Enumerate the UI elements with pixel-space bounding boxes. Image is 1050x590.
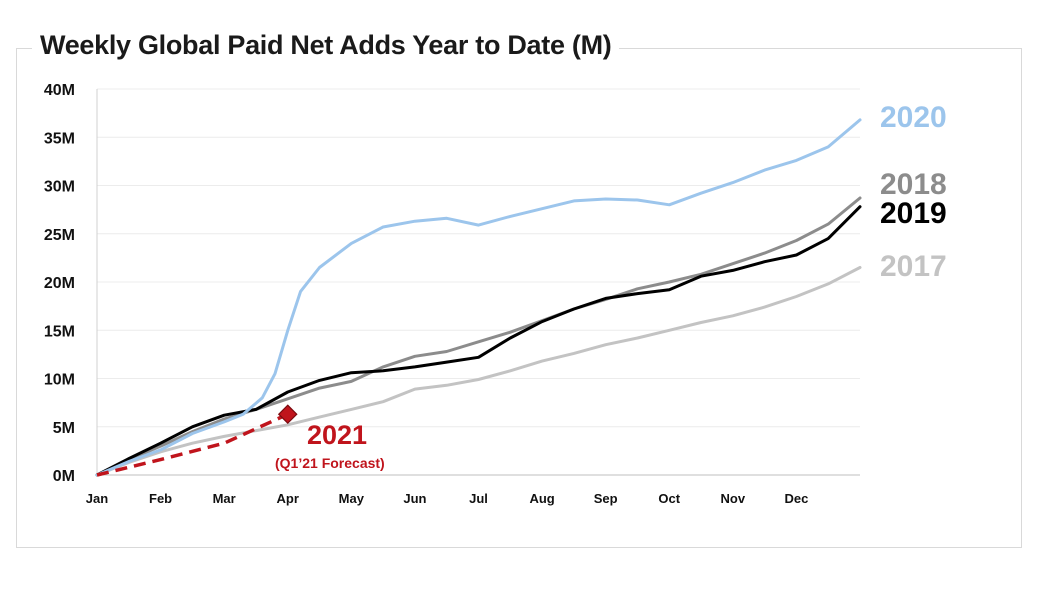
y-tick-label: 20M: [44, 275, 75, 292]
y-tick-label: 5M: [53, 420, 75, 437]
forecast-sublabel: (Q1’21 Forecast): [275, 455, 385, 471]
forecast-marker: [277, 404, 298, 425]
x-tick-label: Dec: [784, 491, 808, 506]
chart-title: Weekly Global Paid Net Adds Year to Date…: [32, 30, 620, 61]
x-tick-label: Mar: [213, 491, 236, 506]
y-tick-label: 40M: [44, 82, 75, 99]
axes: 0M 5M 10M 15M 20M 25M 30M 35M 40M Jan Feb Mar Apr May…: [44, 82, 860, 506]
x-tick-label: Sep: [594, 491, 618, 506]
x-tick-label: Jul: [469, 491, 488, 506]
x-tick-label: May: [339, 491, 365, 506]
series-label-2019: 2019: [880, 197, 947, 230]
series-label-2020: 2020: [880, 101, 947, 134]
series-line-2017: [95, 266, 862, 477]
series-label-2021: 2021: [307, 420, 367, 450]
markers: [277, 404, 298, 425]
gridlines: [97, 88, 860, 428]
y-tick-label: 10M: [44, 372, 75, 389]
y-tick-label: 25M: [44, 227, 75, 244]
series-labels: 2020 2018 2019 2017 2021 (Q1’21 Forecast…: [275, 101, 947, 471]
series-line-2020: [95, 118, 862, 477]
series-line-2018: [95, 196, 862, 477]
x-tick-label: Nov: [721, 491, 746, 506]
x-tick-label: Oct: [658, 491, 680, 506]
x-tick-label: Feb: [149, 491, 172, 506]
x-tick-label: Jan: [86, 491, 108, 506]
series-line-2019: [95, 205, 862, 477]
series-label-2017: 2017: [880, 250, 947, 283]
x-tick-label: Jun: [403, 491, 426, 506]
series-line-2021: [96, 412, 289, 477]
series-label-2018: 2018: [880, 168, 947, 201]
y-tick-label: 30M: [44, 179, 75, 196]
y-tick-label: 0M: [53, 468, 75, 485]
x-tick-label: Apr: [277, 491, 299, 506]
x-tick-label: Aug: [529, 491, 554, 506]
series-lines: [95, 118, 862, 477]
y-tick-label: 35M: [44, 130, 75, 147]
y-tick-label: 15M: [44, 323, 75, 340]
